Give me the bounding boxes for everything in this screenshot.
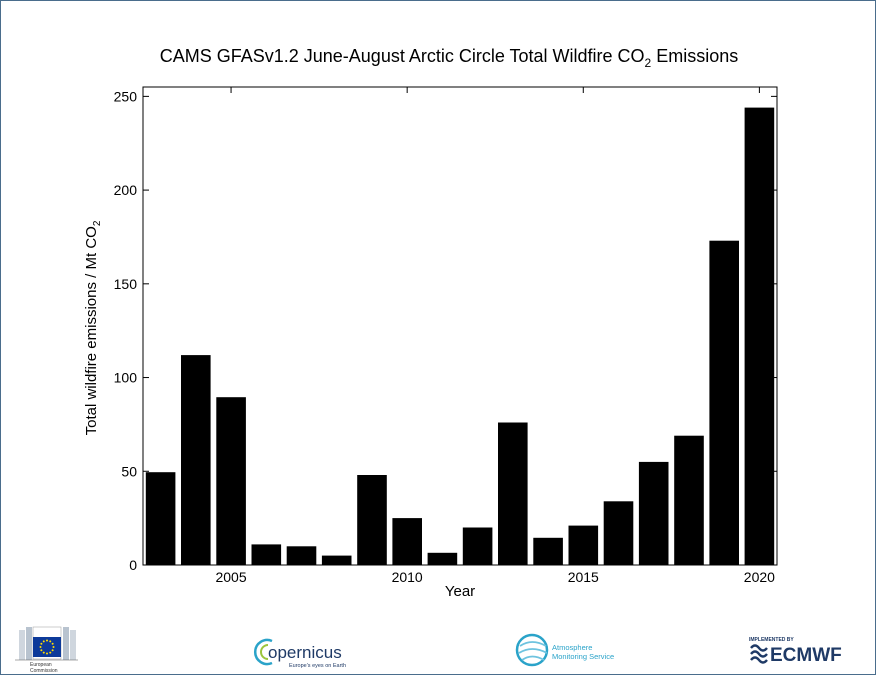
y-axis-label: Total wildfire emissions / Mt CO2 [83, 220, 103, 435]
bar-2004 [181, 355, 211, 565]
copernicus-name: opernicus [268, 643, 342, 662]
chart-title-subscript: 2 [645, 56, 652, 70]
bar-2007 [286, 546, 317, 565]
y-tick-label-0: 0 [129, 557, 137, 573]
eu-star-icon [42, 640, 45, 643]
eu-star-icon [49, 651, 52, 654]
bar-2015 [568, 525, 599, 565]
ecmwf-kicker: IMPLEMENTED BY [749, 637, 794, 643]
copernicus-tagline: Europe's eyes on Earth [289, 663, 346, 669]
ecmwf-swirl-icon [750, 644, 768, 664]
chart-title-tail: Emissions [651, 46, 738, 66]
ec-logo-line2: Commission [30, 668, 58, 674]
bar-2005 [216, 397, 246, 565]
y-axis-label-subscript: 2 [92, 220, 103, 226]
bar-2020 [744, 107, 775, 565]
bar-2014 [533, 537, 563, 565]
eu-star-icon [40, 642, 43, 645]
bar-2016 [603, 501, 634, 565]
ec-logo-line1: European [30, 662, 52, 668]
eu-star-icon [39, 646, 42, 648]
ecmwf-logo: IMPLEMENTED BY ECMWF [749, 637, 842, 666]
eu-star-icon [46, 639, 48, 642]
x-tick-label-2005: 2005 [215, 569, 246, 585]
eu-star-icon [46, 652, 48, 655]
eu-star-icon [40, 649, 43, 652]
y-tick-label-200: 200 [114, 182, 138, 198]
eu-star-icon [51, 649, 54, 652]
plot-frame [142, 86, 778, 566]
axis-ticks: 0 50 100 150 200 250 2005 2010 2015 2020 [114, 87, 777, 585]
bar-2012 [462, 527, 493, 565]
bar-2013 [498, 422, 528, 565]
eu-star-icon [52, 646, 55, 648]
cams-logo-line2: Monitoring Service [552, 652, 614, 661]
bar-2010 [392, 518, 422, 565]
bar-2003 [145, 472, 176, 565]
eu-star-icon [42, 651, 45, 654]
bar-2011 [427, 552, 458, 565]
cams-globe-icon [515, 633, 549, 667]
bar-2008 [321, 555, 352, 565]
x-axis-label: Year [445, 583, 475, 600]
chart-title-main: CAMS GFASv1.2 June-August Arctic Circle … [160, 46, 645, 66]
x-tick-label-2015: 2015 [568, 569, 599, 585]
x-tick-label-2010: 2010 [392, 569, 423, 585]
cams-logo-line1: Atmosphere [552, 643, 592, 652]
y-tick-label-50: 50 [121, 463, 137, 479]
eu-flag-icon [33, 637, 61, 657]
european-commission-logo: European Commission [15, 626, 78, 674]
bar-2019 [709, 240, 739, 565]
eu-star-icon [49, 640, 52, 643]
y-tick-label-250: 250 [114, 88, 138, 104]
bar-2017 [638, 461, 669, 565]
y-tick-label-100: 100 [114, 370, 138, 386]
bar-series [145, 107, 775, 565]
eu-star-icon [51, 642, 54, 645]
bar-2018 [674, 435, 704, 565]
copernicus-swirl-inner-icon [260, 644, 269, 660]
bar-2009 [357, 475, 387, 565]
ecmwf-name: ECMWF [770, 645, 842, 666]
bar-2006 [251, 544, 282, 565]
x-tick-label-2020: 2020 [744, 569, 775, 585]
y-tick-label-150: 150 [114, 276, 138, 292]
cams-logo: Atmosphere Monitoring Service [515, 633, 614, 667]
copernicus-logo: opernicus Europe's eyes on Earth [254, 638, 346, 669]
y-axis-label-main: Total wildfire emissions / Mt CO [83, 226, 100, 435]
copernicus-swirl-icon [254, 638, 273, 666]
chart-title: CAMS GFASv1.2 June-August Arctic Circle … [160, 46, 739, 70]
